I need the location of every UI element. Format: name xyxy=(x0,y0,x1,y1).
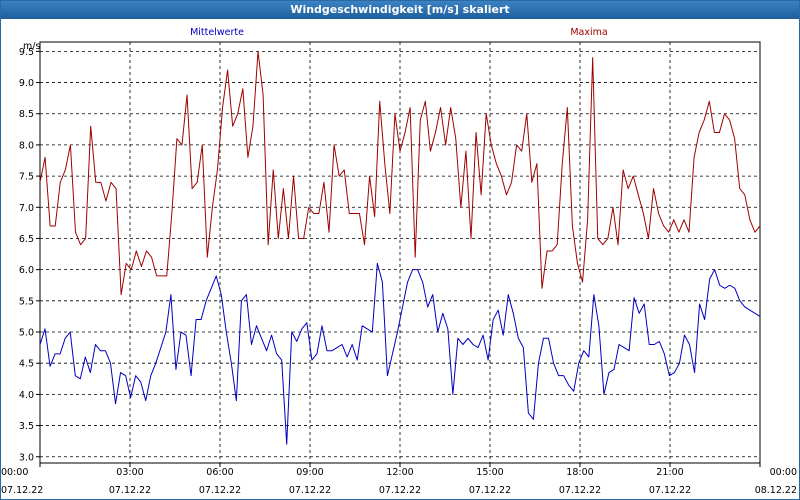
series-lines xyxy=(39,50,761,445)
x-tick-time: 09:00 xyxy=(296,467,323,478)
y-axis-label: m/s xyxy=(23,41,40,52)
x-tick-labels: 00:00 07.12.22 03:00 07.12.22 06:00 07.12.22 0… xyxy=(1,467,797,496)
y-tick-label: 8.5 xyxy=(19,109,34,120)
x-tick-date: 07.12.22 xyxy=(649,485,691,496)
x-tick-time: 03:00 xyxy=(116,467,143,478)
x-tick-time: 12:00 xyxy=(386,467,413,478)
plot-frame xyxy=(39,41,761,464)
x-tick-time: 15:00 xyxy=(476,467,503,478)
y-tick-label: 5.0 xyxy=(19,328,34,339)
x-tick-date: 07.12.22 xyxy=(199,485,241,496)
y-tick-label: 6.5 xyxy=(19,234,34,245)
x-tick-date: 07.12.22 xyxy=(469,485,511,496)
y-tick-label: 9.5 xyxy=(19,47,34,58)
y-tick-label: 7.5 xyxy=(19,172,34,183)
legend-entry-maxima: Maxima xyxy=(570,27,607,38)
chart-axes xyxy=(36,41,761,467)
x-tick-date: 07.12.22 xyxy=(289,485,331,496)
x-tick-date: 07.12.22 xyxy=(559,485,601,496)
y-tick-label: 8.0 xyxy=(19,140,34,151)
y-tick-labels: 3.0 3.5 4.0 4.5 5.0 5.5 6.0 6.5 7.0 7.5 8.0 8.5 9.0 9… xyxy=(19,47,34,463)
y-tick-label: 5.5 xyxy=(19,296,34,307)
x-tick-date: 07.12.22 xyxy=(1,485,43,496)
y-tick-label: 6.0 xyxy=(19,265,34,276)
x-tick-date: 07.12.22 xyxy=(109,485,151,496)
window-title: Windgeschwindigkeit [m/s] skaliert xyxy=(1,1,799,19)
y-tick-label: 7.0 xyxy=(19,203,34,214)
y-tick-label: 4.5 xyxy=(19,359,34,370)
y-tick-label: 4.0 xyxy=(19,390,34,401)
x-tick-date: 08.12.22 xyxy=(755,485,797,496)
y-tick-label: 3.5 xyxy=(19,421,34,432)
legend: Mittelwerte Maxima xyxy=(190,27,608,38)
series-line-maxima xyxy=(39,50,761,296)
x-tick-time: 21:00 xyxy=(656,467,683,478)
x-tick-time: 06:00 xyxy=(206,467,233,478)
x-tick-time: 18:00 xyxy=(566,467,593,478)
x-tick-time: 00:00 xyxy=(770,467,797,478)
x-tick-time: 00:00 xyxy=(1,467,28,478)
y-tick-label: 9.0 xyxy=(19,78,34,89)
x-tick-date: 07.12.22 xyxy=(379,485,421,496)
y-tick-label: 3.0 xyxy=(19,452,34,463)
series-line-mittelwerte xyxy=(39,262,761,445)
legend-entry-mittelwerte: Mittelwerte xyxy=(190,27,244,38)
grid-lines xyxy=(40,42,760,463)
